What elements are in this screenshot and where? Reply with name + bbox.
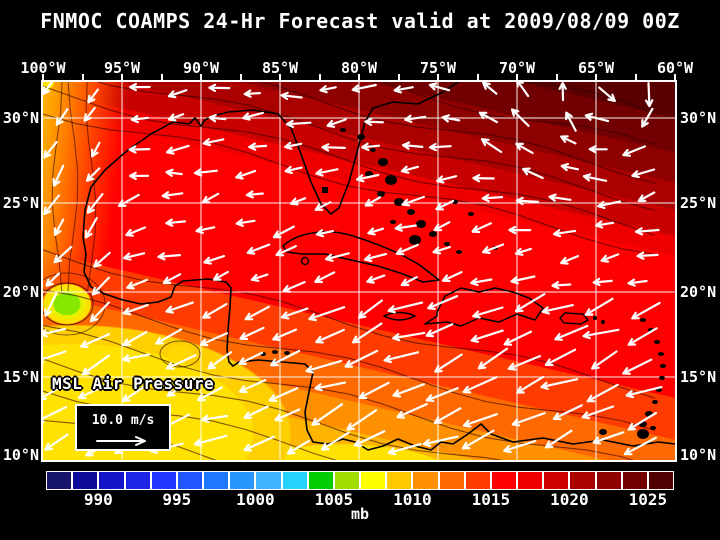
colorbar-segment <box>544 472 569 489</box>
colorbar-tick-label: 1020 <box>550 490 589 509</box>
colorbar-segment <box>570 472 595 489</box>
colorbar-segment <box>648 472 674 489</box>
lat-label: 15°N <box>2 368 39 386</box>
lon-label: 70°W <box>498 59 536 77</box>
lat-label: 25°N <box>2 194 39 212</box>
colorbar-segment <box>439 472 464 489</box>
axis-tick <box>81 74 84 81</box>
axis-tick <box>674 74 676 81</box>
colorbar-segment <box>47 472 72 489</box>
colorbar-segment <box>518 472 543 489</box>
wind-scale-value: 10.0 m/s <box>91 413 155 428</box>
axis-tick <box>279 74 281 81</box>
colorbar-segment <box>73 472 98 489</box>
axis-tick <box>516 74 518 81</box>
field-label: MSL Air Pressure <box>52 374 215 393</box>
colorbar-unit: mb <box>350 505 370 523</box>
colorbar-tick-label: 1000 <box>236 490 275 509</box>
colorbar-segment <box>151 472 176 489</box>
colorbar-segment <box>334 472 360 489</box>
axis-tick <box>437 74 439 81</box>
axis-tick <box>200 74 202 81</box>
lat-label: 20°N <box>2 283 39 301</box>
wind-scale-arrow-icon <box>96 436 146 446</box>
wind-scale-legend: 10.0 m/s <box>75 404 171 451</box>
colorbar-segment <box>413 472 438 489</box>
colorbar-tick-label: 990 <box>83 490 113 509</box>
axis-tick <box>555 74 558 81</box>
lat-label: 10°N <box>2 446 39 464</box>
axis-tick <box>595 74 597 81</box>
lon-label: 90°W <box>182 59 220 77</box>
lat-label: 25°N <box>680 194 717 212</box>
lon-label: 80°W <box>340 59 378 77</box>
axis-tick <box>121 74 123 81</box>
colorbar-tick-label: 1005 <box>314 490 354 509</box>
axis-tick <box>318 74 321 81</box>
colorbar-segment <box>282 472 307 489</box>
forecast-map: MSL Air Pressure 10.0 m/s <box>41 80 677 462</box>
lon-label: 95°W <box>103 59 141 77</box>
colorbar-segment <box>596 472 621 489</box>
colorbar-tick-label: 1010 <box>393 490 432 509</box>
axis-tick <box>239 74 242 81</box>
axis-tick <box>634 74 637 81</box>
colorbar-segment <box>230 472 255 489</box>
lat-label: 10°N <box>680 446 717 464</box>
colorbar-segment <box>177 472 203 489</box>
axis-tick <box>42 74 44 81</box>
lat-label: 30°N <box>2 109 39 127</box>
axis-tick <box>160 74 163 81</box>
map-graphics <box>43 82 675 460</box>
colorbar-tick-label: 1015 <box>471 490 511 509</box>
colorbar-segment <box>99 472 124 489</box>
colorbar-segment <box>308 472 333 489</box>
colorbar-segment <box>465 472 490 489</box>
axis-tick <box>397 74 400 81</box>
axis-tick <box>358 74 360 81</box>
colorbar-segment <box>204 472 229 489</box>
lat-label: 30°N <box>680 109 717 127</box>
colorbar-segment <box>256 472 281 489</box>
lat-label: 15°N <box>680 368 717 386</box>
axis-tick <box>476 74 479 81</box>
colorbar-segment <box>361 472 386 489</box>
lon-label: 85°W <box>261 59 299 77</box>
colorbar-segment <box>622 472 647 489</box>
lon-label: 75°W <box>419 59 457 77</box>
lon-label: 65°W <box>577 59 615 77</box>
lat-label: 20°N <box>680 283 717 301</box>
lon-label: 60°W <box>656 59 694 77</box>
chart-title: FNMOC COAMPS 24-Hr Forecast valid at 200… <box>40 9 680 33</box>
colorbar-segment <box>125 472 150 489</box>
colorbar-tick-label: 995 <box>162 490 192 509</box>
pressure-colorbar <box>46 471 674 490</box>
colorbar-segment <box>491 472 517 489</box>
colorbar-segment <box>387 472 412 489</box>
lon-label: 100°W <box>20 59 66 77</box>
colorbar-tick-label: 1025 <box>628 490 668 509</box>
